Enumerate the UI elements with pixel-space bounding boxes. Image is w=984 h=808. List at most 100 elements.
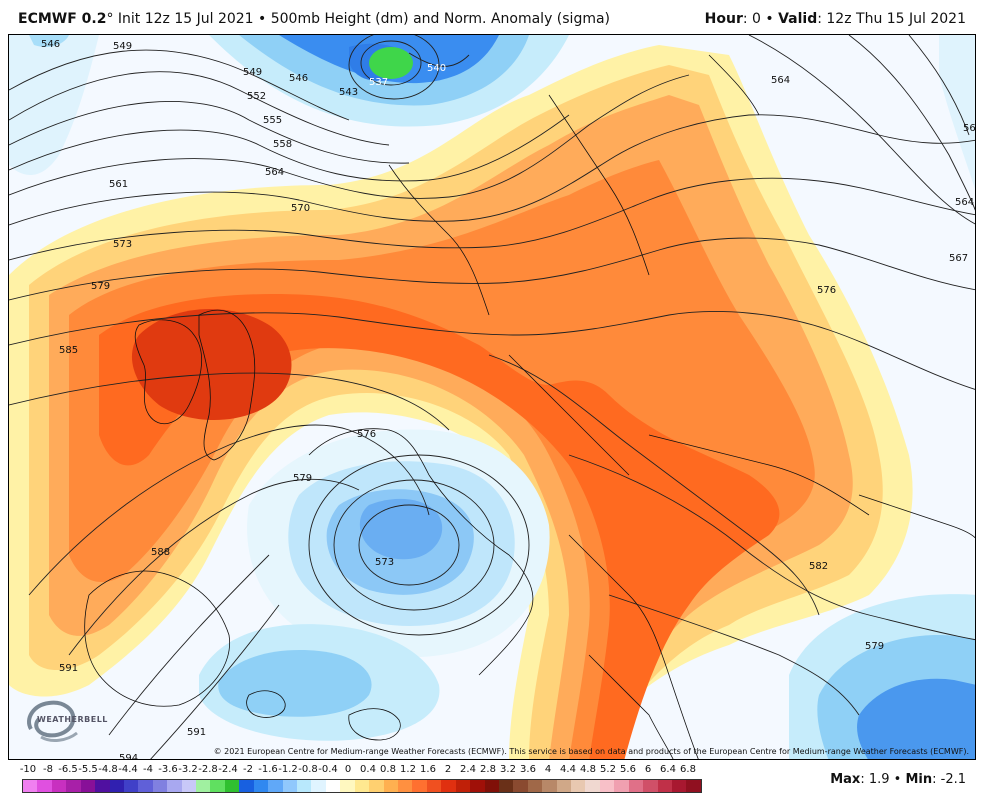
colorbar-swatch [383,780,398,792]
colorbar-tick-label: 2 [444,764,452,775]
anomaly-cool-ne [939,35,975,189]
hour-value: : 0 • [742,11,779,27]
logo-text: WEATHERBELL [37,715,108,724]
anomaly-blue-west [9,35,99,175]
colorbar-swatch [686,780,701,792]
colorbar-swatch [224,780,240,792]
colorbar-tick-label: 0.8 [380,764,396,775]
colorbar-tick-label: 4.4 [560,764,576,775]
weatherbell-logo: WEATHERBELL [23,699,107,745]
contour-labels: 546 549 537 540 543 546 549 552 555 558 … [41,39,975,760]
colorbar-swatch [95,780,110,792]
copyright-text: © 2021 European Centre for Medium-range … [213,747,969,756]
colorbar-tick-label: -2.4 [218,764,238,775]
contour-label: 576 [817,285,836,296]
colorbar-tick-label: -1.6 [258,764,278,775]
colorbar-swatch [354,780,370,792]
colorbar-swatch [66,780,81,792]
anomaly-cool-central-core [359,498,443,560]
colorbar-tick-label: 5.2 [600,764,616,775]
colorbar-tick-label: -0.4 [318,764,338,775]
height-contours [9,35,975,759]
contour-label: 546 [41,39,60,50]
weather-map[interactable]: 546 549 537 540 543 546 549 552 555 558 … [8,34,976,760]
contour-label: 540 [427,63,446,74]
contour-label: 579 [293,473,312,484]
contour-label: 576 [357,429,376,440]
colorbar-swatch [599,780,615,792]
colorbar-tick-label: 0 [344,764,352,775]
contour-label: 585 [59,345,78,356]
colorbar-tick-label: 6.8 [680,764,696,775]
colorbar-swatch [210,780,225,792]
colorbar-swatch [80,780,96,792]
map-svg: 546 549 537 540 543 546 549 552 555 558 … [9,35,975,760]
anomaly-green-core [369,47,413,79]
contour-label: 552 [247,91,266,102]
colorbar-tick-label: 4 [544,764,552,775]
colorbar-swatch [614,780,629,792]
colorbar-tick-label: -5.5 [78,764,98,775]
colorbar-tick-label: -4 [143,764,153,775]
colorbar-swatch [51,780,67,792]
colorbar-swatches [22,779,702,793]
colorbar-swatch [23,780,38,792]
colorbar-swatch [239,780,254,792]
anomaly-blue-west-spot [29,35,69,47]
colorbar-tick-label: -1.2 [278,764,298,775]
colorbar-swatch [397,780,413,792]
contour-label: 579 [91,281,110,292]
contour-label: 591 [59,663,78,674]
colorbar-swatch [297,780,312,792]
contour-label: 564 [771,75,790,86]
colorbar-tick-label: 6 [644,764,652,775]
colorbar-swatch [167,780,182,792]
colorbar-tick-label: 0.4 [360,764,376,775]
colorbar-tick-label: -6.5 [58,764,78,775]
max-min-stats: Max: 1.9 • Min: -2.1 [830,772,966,787]
colorbar-swatch [369,780,384,792]
min-label: Min [905,772,933,787]
colorbar-tick-label: -8 [43,764,53,775]
colorbar-tick-label: 3.2 [500,764,516,775]
max-label: Max [830,772,861,787]
colorbar-swatch [455,780,471,792]
contour-label: 555 [263,115,282,126]
colorbar-swatch [196,780,211,792]
colorbar-tick-label: 4.8 [580,764,596,775]
colorbar-swatch [426,780,442,792]
contour-label: 558 [273,139,292,150]
contour-label: 579 [865,641,884,652]
init-text: Init 12z 15 Jul 2021 • 500mb Height (dm)… [117,11,611,27]
colorbar-swatch [152,780,168,792]
contour-label: 537 [369,77,388,88]
colorbar-tick-label: -2.8 [198,764,218,775]
valid-time: Hour: 0 • Valid: 12z Thu 15 Jul 2021 [705,11,966,27]
contour-label: 564 [265,167,284,178]
colorbar-tick-label: 1.2 [400,764,416,775]
colorbar-swatch [498,780,514,792]
colorbar-swatch [513,780,528,792]
colorbar-tick-label: -3.2 [178,764,198,775]
colorbar-tick-label: 5.6 [620,764,636,775]
colorbar-swatch [138,780,153,792]
contour-label: 549 [113,41,132,52]
valid-label: Valid [778,11,818,27]
contour-label: 561 [109,179,128,190]
colorbar-tick-label: 6.4 [660,764,676,775]
valid-value: : 12z Thu 15 Jul 2021 [817,11,966,27]
contour-label: 594 [119,753,138,760]
contour-label: 573 [375,557,394,568]
colorbar-swatch [671,780,687,792]
colorbar-swatch [470,780,485,792]
colorbar-swatch [556,780,572,792]
degree-symbol: ° [106,11,114,27]
contour-label: 567 [949,253,968,264]
colorbar: -10 -8 -6.5 -5.5 -4.8 -4.4 -4 -3.6 -3.2 -2.8 -2.4-… [20,764,702,794]
contour-label: 564 [955,197,974,208]
colorbar-tick-label: -3.6 [158,764,178,775]
colorbar-tick-label: 2.8 [480,764,496,775]
colorbar-swatch [643,780,658,792]
colorbar-tick-label: -0.8 [298,764,318,775]
colorbar-swatch [37,780,52,792]
